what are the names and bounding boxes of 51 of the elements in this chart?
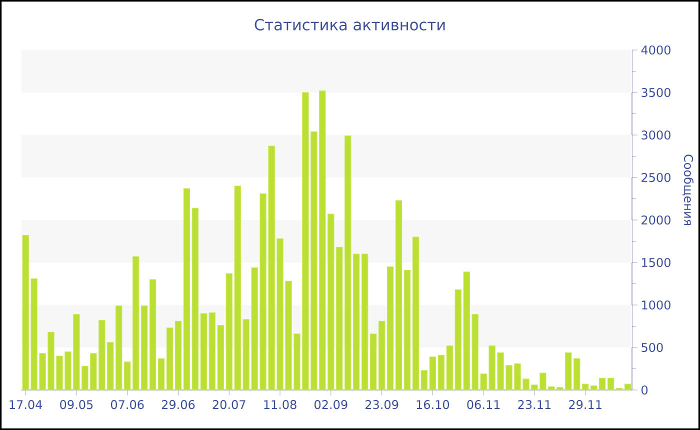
bar bbox=[446, 346, 453, 390]
x-tick-label: 20.07 bbox=[212, 400, 246, 410]
bar bbox=[166, 328, 174, 390]
bar bbox=[607, 378, 614, 390]
bar bbox=[598, 378, 606, 390]
bar bbox=[217, 325, 224, 390]
y-tick-label: 0 bbox=[642, 385, 648, 395]
chart-title: Статистика активности bbox=[254, 18, 445, 30]
x-tick-label: 07.06 bbox=[110, 400, 144, 410]
bar bbox=[582, 384, 589, 390]
y-axis-title: Сообщения bbox=[682, 154, 694, 226]
y-tick-label: 2000 bbox=[642, 215, 670, 225]
bar bbox=[624, 384, 632, 390]
x-tick-label: 17.04 bbox=[10, 400, 42, 410]
bar bbox=[208, 312, 216, 390]
x-tick-label: 09.05 bbox=[60, 400, 93, 410]
x-tick-label: 29.06 bbox=[162, 400, 195, 410]
x-tick-label: 11.08 bbox=[264, 400, 296, 410]
x-tick-label: 06.11 bbox=[467, 400, 500, 410]
x-tick-label: 29.11 bbox=[569, 400, 602, 410]
y-tick-label: 1000 bbox=[642, 300, 670, 310]
bar bbox=[378, 320, 386, 390]
bar bbox=[362, 254, 368, 390]
y-tick-label: 1500 bbox=[642, 258, 670, 268]
bar bbox=[353, 254, 360, 390]
bar bbox=[183, 188, 190, 390]
bar bbox=[158, 358, 165, 390]
bar bbox=[192, 208, 199, 390]
bar bbox=[412, 236, 420, 390]
bar bbox=[429, 356, 436, 390]
bar bbox=[420, 370, 428, 390]
y-tick-label: 500 bbox=[642, 342, 663, 352]
bar bbox=[404, 270, 411, 390]
bar bbox=[132, 256, 140, 390]
y-tick-label: 4000 bbox=[641, 45, 670, 55]
x-tick-label: 02.09 bbox=[314, 400, 348, 410]
bar bbox=[386, 266, 394, 390]
bar bbox=[438, 354, 444, 390]
x-tick-label: 16.10 bbox=[416, 400, 450, 410]
bar bbox=[590, 385, 598, 390]
y-tick-label: 3500 bbox=[642, 88, 670, 98]
bar bbox=[370, 334, 377, 390]
y-tick-label: 2500 bbox=[642, 172, 670, 182]
bar bbox=[174, 320, 182, 390]
x-tick-label: 23.09 bbox=[366, 400, 398, 410]
x-tick-label: 23.11 bbox=[518, 400, 551, 410]
y-tick-label: 3000 bbox=[642, 130, 670, 140]
bar bbox=[395, 200, 402, 390]
bar bbox=[149, 279, 156, 390]
bar bbox=[140, 306, 148, 390]
bar bbox=[200, 313, 208, 390]
